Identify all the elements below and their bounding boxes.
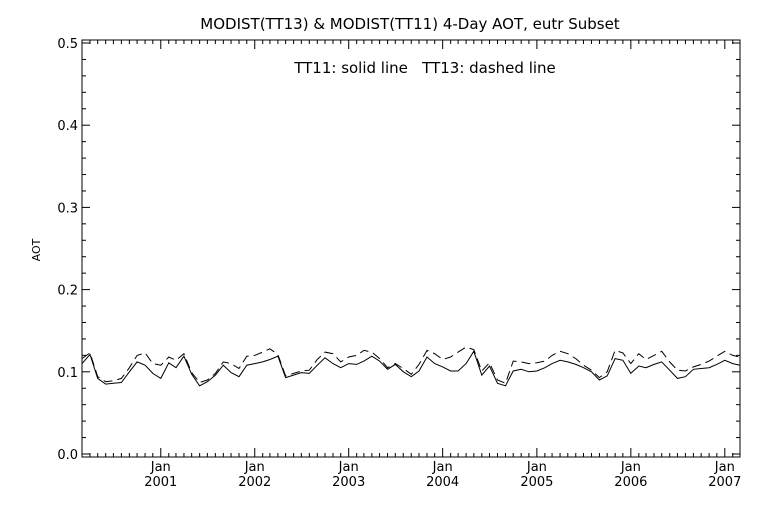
x-tick-month-label: Jan	[244, 460, 265, 475]
y-tick-label: 0.0	[57, 448, 78, 463]
x-tick-month-label: Jan	[620, 460, 641, 475]
x-tick-year-label: 2001	[144, 475, 177, 490]
x-tick-year-label: 2003	[332, 475, 365, 490]
x-tick-month-label: Jan	[432, 460, 453, 475]
plot-frame	[81, 39, 741, 458]
series-line-tt11	[81, 350, 741, 387]
series-group	[81, 346, 741, 387]
y-tick-label: 0.1	[57, 366, 78, 381]
y-tick-label: 0.2	[57, 284, 78, 299]
y-tick-label: 0.5	[57, 37, 78, 52]
y-tick-label: 0.4	[57, 119, 78, 134]
x-tick-year-label: 2006	[614, 475, 647, 490]
line-style-annotation: TT11: solid line TT13: dashed line	[293, 59, 556, 77]
y-axis-ticks: 0.0 0.1 0.2 0.3 0.4 0.5	[57, 37, 740, 463]
x-tick-year-label: 2004	[426, 475, 459, 490]
chart-title: MODIST(TT13) & MODIST(TT11) 4-Day AOT, e…	[200, 15, 620, 33]
y-axis-label: AOT	[30, 238, 43, 261]
x-tick-month-label: Jan	[526, 460, 547, 475]
y-tick-label: 0.3	[57, 201, 78, 216]
x-tick-year-label: 2005	[520, 475, 553, 490]
x-tick-month-label: Jan	[150, 460, 171, 475]
x-tick-month-label: Jan	[338, 460, 359, 475]
x-tick-year-label: 2007	[708, 475, 741, 490]
x-tick-month-label: Jan	[714, 460, 735, 475]
x-tick-year-label: 2002	[238, 475, 271, 490]
series-line-tt13	[81, 346, 741, 384]
x-axis-ticks: Jan2001Jan2002Jan2003Jan2004Jan2005Jan20…	[81, 40, 741, 490]
